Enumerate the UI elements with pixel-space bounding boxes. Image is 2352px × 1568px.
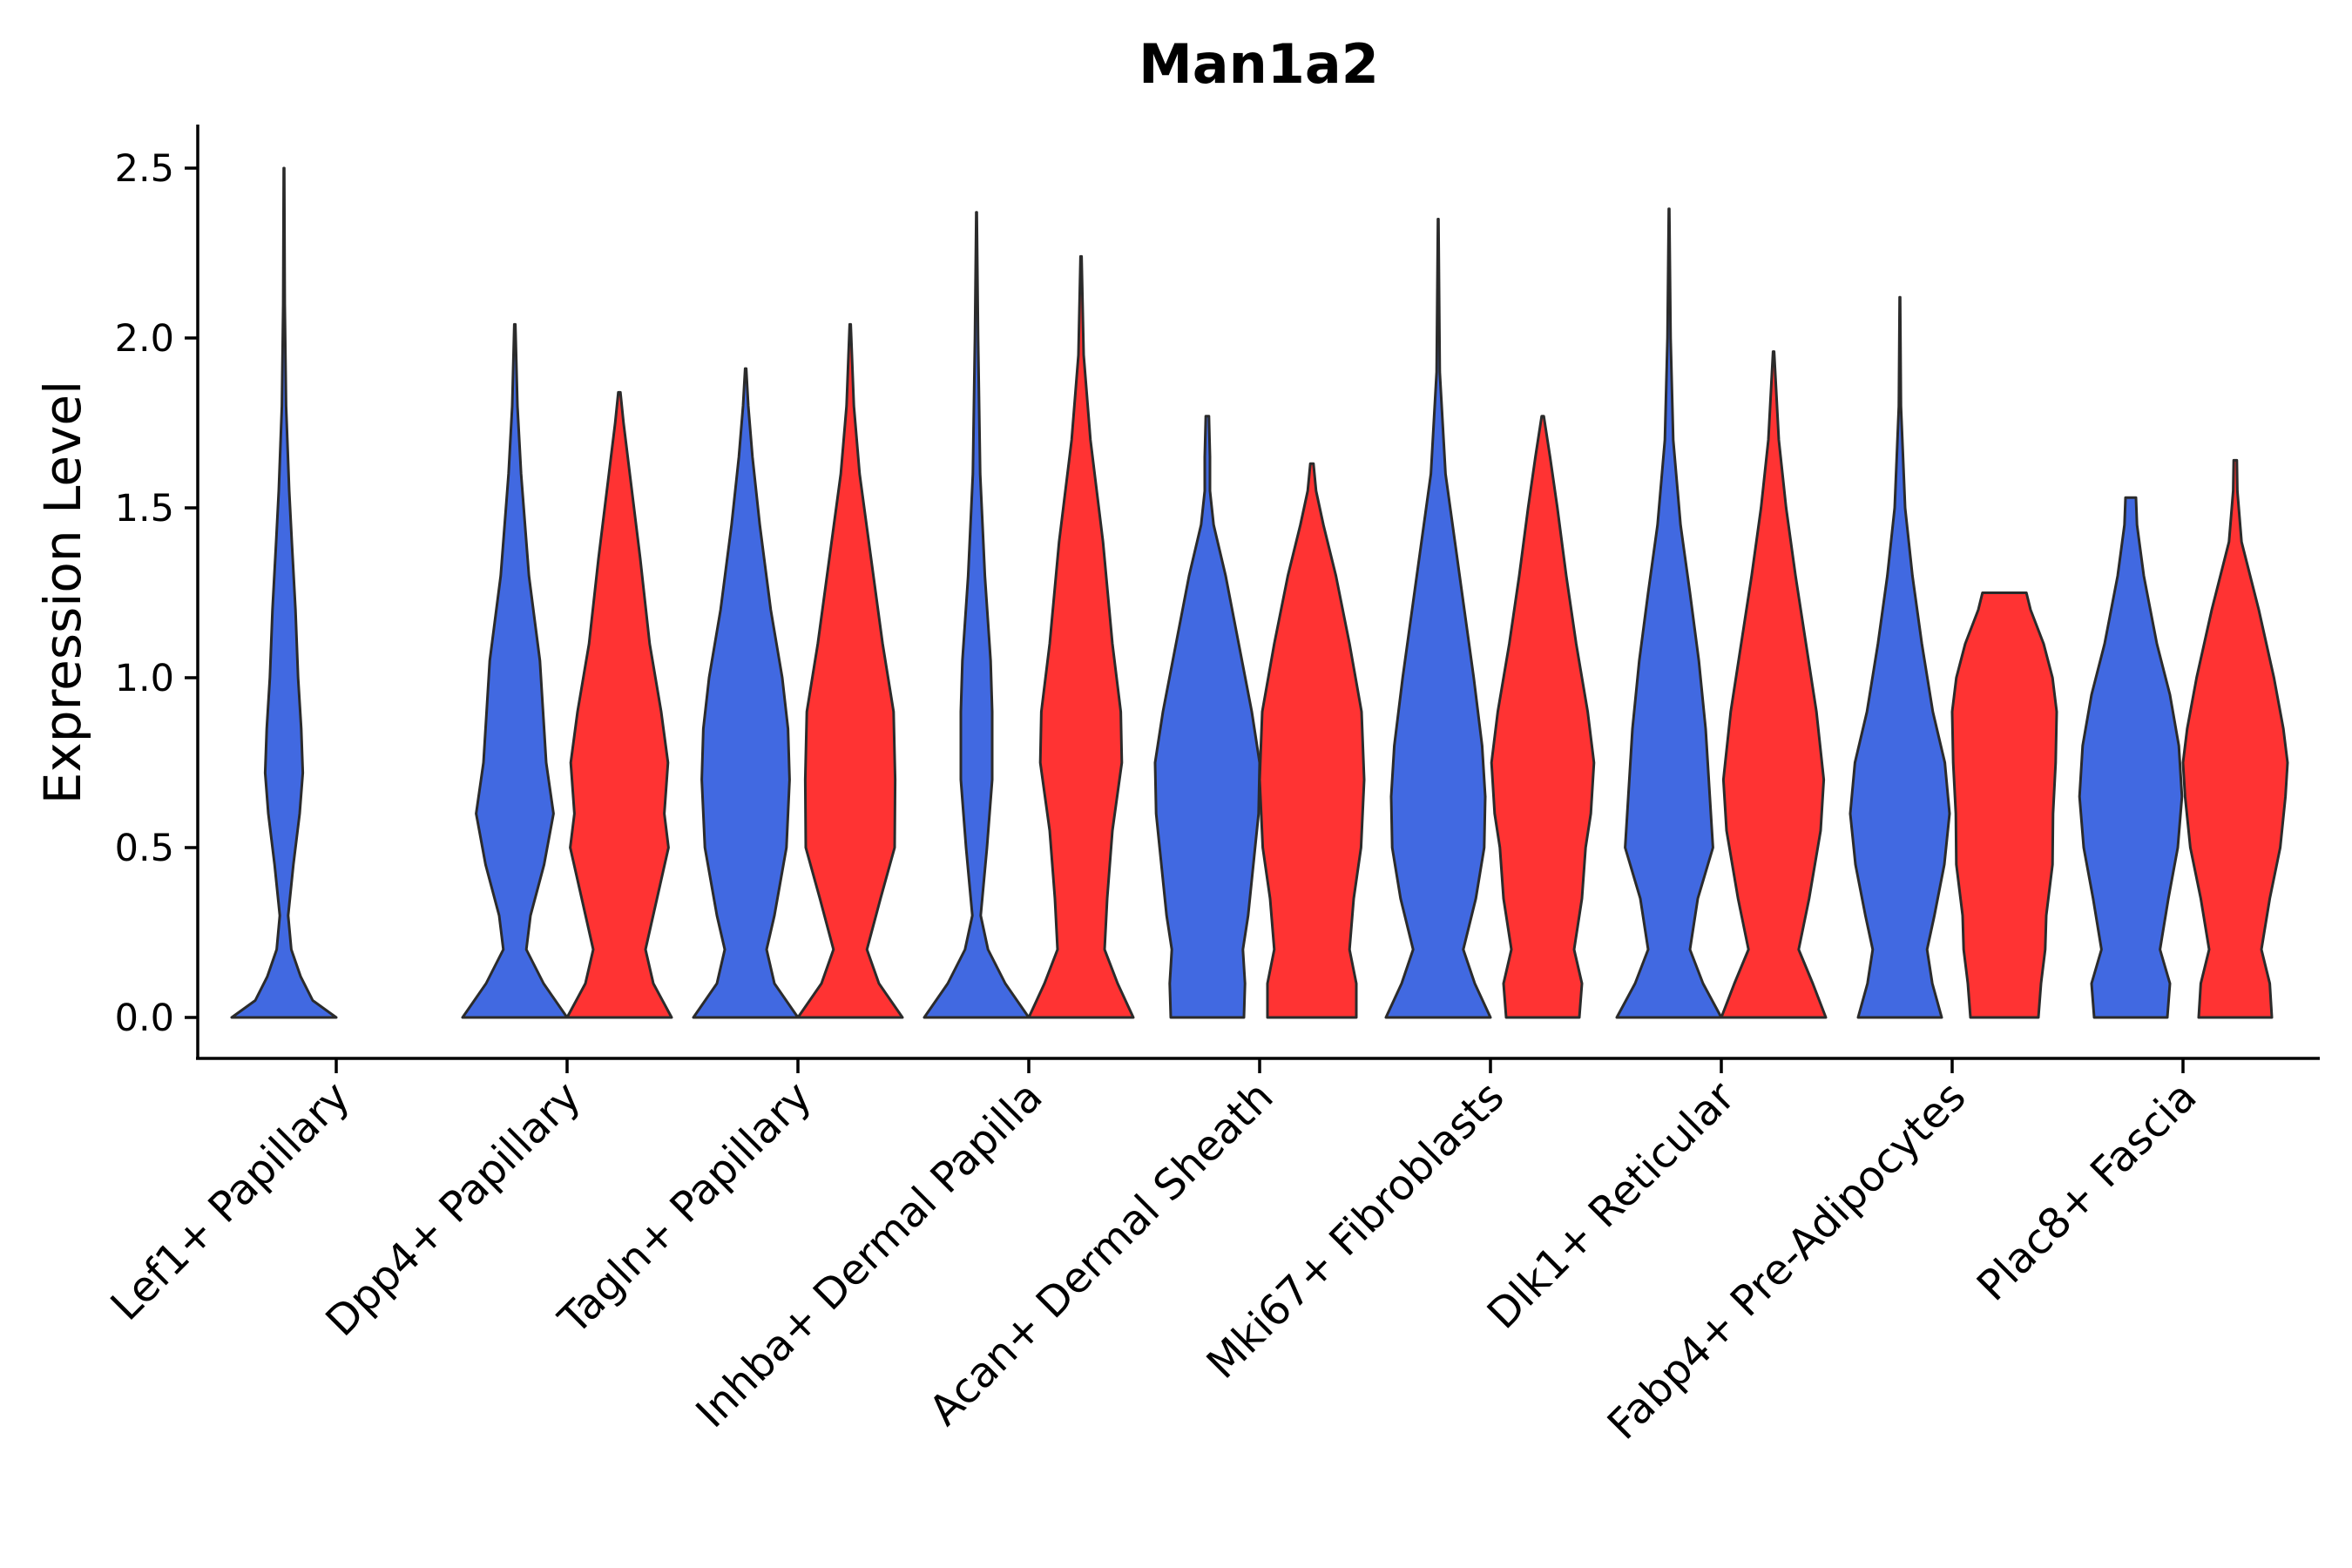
- y-tick-label: 0.0: [115, 997, 174, 1040]
- x-tick-label: Lef1+ Papillary: [102, 1072, 360, 1330]
- violin-8-group2: [2181, 458, 2289, 1019]
- y-tick-label: 2.5: [115, 147, 174, 191]
- y-ticks: 0.0 0.5 1.0 1.5 2.0 2.5: [115, 147, 198, 1040]
- violin-7-group1: [1848, 295, 1951, 1019]
- y-tick-label: 0.5: [115, 827, 174, 870]
- violin-1-group1: [461, 322, 569, 1019]
- violin-layer: [230, 166, 2289, 1019]
- violin-7-group2: [1950, 591, 2058, 1019]
- violin-0-group1: [230, 166, 338, 1019]
- violin-8-group1: [2078, 496, 2184, 1019]
- violin-1-group2: [565, 390, 673, 1019]
- x-tick-label: Plac8+ Fascia: [1968, 1072, 2207, 1311]
- y-tick-label: 1.0: [115, 657, 174, 700]
- violin-3-group2: [1027, 254, 1135, 1019]
- violin-6-group2: [1720, 350, 1828, 1019]
- violin-4-group2: [1258, 462, 1366, 1019]
- violin-2-group2: [796, 322, 904, 1019]
- x-tick-label: Tagln+ Papillary: [549, 1072, 821, 1344]
- chart-title: Man1a2: [1139, 32, 1379, 96]
- y-tick-label: 2.0: [115, 317, 174, 361]
- x-tick-label: Dlk1+ Reticular: [1478, 1072, 1745, 1339]
- y-axis-label: Expression Level: [33, 381, 92, 804]
- violin-3-group1: [923, 211, 1031, 1019]
- violin-5-group1: [1384, 218, 1492, 1019]
- violin-4-group1: [1153, 415, 1261, 1019]
- violin-5-group2: [1490, 415, 1596, 1019]
- x-tick-label: Dpp4+ Papillary: [316, 1072, 590, 1346]
- violin-6-group1: [1615, 207, 1723, 1019]
- violin-2-group1: [692, 367, 800, 1019]
- y-tick-label: 1.5: [115, 487, 174, 531]
- axes: [196, 125, 2320, 1060]
